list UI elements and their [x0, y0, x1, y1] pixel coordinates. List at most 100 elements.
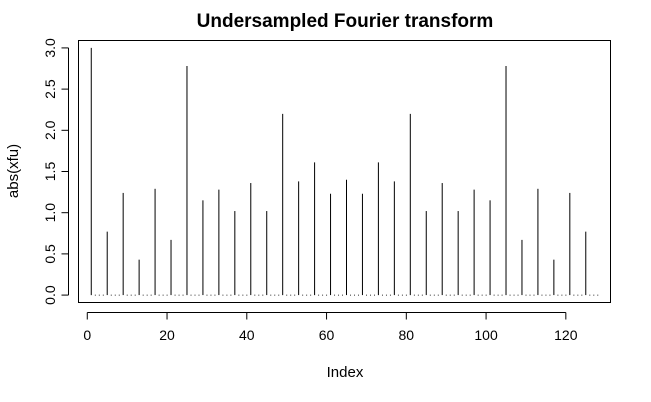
- baseline-dot-39: [242, 294, 244, 296]
- baseline-dot-22: [174, 294, 176, 296]
- baseline-dot-122: [573, 294, 575, 296]
- chart-title: Undersampled Fourier transform: [197, 11, 494, 32]
- baseline-dot-30: [206, 294, 208, 296]
- baseline-dot-103: [497, 294, 499, 296]
- baseline-dot-107: [513, 294, 515, 296]
- y-tick-label-5: 2.5: [42, 79, 58, 99]
- baseline-dot-3: [98, 294, 100, 296]
- baseline-dot-4: [102, 294, 104, 296]
- baseline-dot-20: [166, 294, 168, 296]
- baseline-dot-126: [589, 294, 591, 296]
- baseline-dot-64: [342, 294, 344, 296]
- baseline-dot-52: [294, 294, 296, 296]
- baseline-dot-43: [258, 294, 260, 296]
- baseline-dot-99: [481, 294, 483, 296]
- baseline-dot-86: [429, 294, 431, 296]
- baseline-dot-2: [94, 294, 96, 296]
- y-tick-label-6: 3.0: [42, 38, 58, 58]
- baseline-dot-23: [178, 294, 180, 296]
- y-tick-label-1: 0.5: [42, 244, 58, 264]
- baseline-dot-56: [310, 294, 312, 296]
- baseline-dot-83: [417, 294, 419, 296]
- zero-baseline-dots: [94, 294, 599, 296]
- baseline-dot-40: [246, 294, 248, 296]
- x-tick-label-0: 0: [83, 327, 91, 343]
- baseline-dot-118: [557, 294, 559, 296]
- baseline-dot-84: [421, 294, 423, 296]
- baseline-dot-90: [445, 294, 447, 296]
- baseline-dot-110: [525, 294, 527, 296]
- y-tick-label-0: 0.0: [42, 285, 58, 305]
- baseline-dot-18: [158, 294, 160, 296]
- baseline-dot-14: [142, 294, 144, 296]
- baseline-dot-68: [358, 294, 359, 296]
- baseline-dot-70: [366, 294, 367, 296]
- baseline-dot-78: [397, 294, 399, 296]
- plot-frame: [78, 40, 611, 303]
- baseline-dot-128: [597, 294, 599, 296]
- baseline-dot-36: [230, 294, 232, 296]
- baseline-dot-67: [354, 294, 355, 296]
- baseline-dot-112: [533, 294, 535, 296]
- baseline-dot-7: [114, 294, 116, 296]
- baseline-dot-32: [214, 294, 216, 296]
- baseline-dot-44: [262, 294, 264, 296]
- baseline-dot-72: [374, 294, 375, 296]
- baseline-dot-71: [370, 294, 371, 296]
- baseline-dot-108: [517, 294, 519, 296]
- baseline-dot-15: [146, 294, 148, 296]
- baseline-dot-96: [469, 294, 471, 296]
- baseline-dot-91: [449, 294, 451, 296]
- baseline-dot-114: [541, 294, 543, 296]
- x-tick-label-60: 60: [319, 327, 335, 343]
- baseline-dot-6: [110, 294, 112, 296]
- spike-series: [90, 47, 587, 296]
- x-tick-label-120: 120: [554, 327, 578, 343]
- baseline-dot-11: [130, 294, 132, 296]
- baseline-dot-102: [493, 294, 495, 296]
- baseline-dot-50: [286, 294, 288, 296]
- baseline-dot-31: [210, 294, 212, 296]
- baseline-dot-47: [274, 294, 276, 296]
- y-tick-label-3: 1.5: [42, 162, 58, 182]
- baseline-dot-92: [453, 294, 455, 296]
- baseline-dot-28: [198, 294, 200, 296]
- baseline-dot-19: [162, 294, 164, 296]
- baseline-dot-115: [545, 294, 547, 296]
- baseline-dot-27: [194, 294, 196, 296]
- baseline-dot-62: [334, 294, 336, 296]
- baseline-dot-55: [306, 294, 308, 296]
- baseline-dot-120: [565, 294, 567, 296]
- baseline-dot-51: [290, 294, 292, 296]
- baseline-dot-35: [226, 294, 228, 296]
- x-axis-label: Index: [327, 364, 364, 381]
- y-tick-label-4: 2.0: [42, 120, 58, 140]
- baseline-dot-46: [270, 294, 272, 296]
- baseline-dot-63: [338, 294, 340, 296]
- baseline-dot-127: [593, 294, 595, 296]
- baseline-dot-42: [254, 294, 256, 296]
- baseline-dot-58: [318, 294, 320, 296]
- baseline-dot-82: [413, 294, 415, 296]
- y-axis-label: abs(xfu): [5, 144, 22, 198]
- x-tick-label-40: 40: [239, 327, 255, 343]
- baseline-dot-116: [549, 294, 551, 296]
- baseline-dot-79: [401, 294, 403, 296]
- baseline-dot-104: [501, 294, 503, 296]
- baseline-dot-34: [222, 294, 224, 296]
- baseline-dot-59: [322, 294, 324, 296]
- baseline-dot-60: [326, 294, 328, 296]
- baseline-dot-26: [190, 294, 192, 296]
- x-axis: 0 20 40 60 80 100 120: [83, 312, 578, 343]
- baseline-dot-48: [278, 294, 280, 296]
- baseline-dot-123: [577, 294, 579, 296]
- baseline-dot-111: [529, 294, 531, 296]
- baseline-dot-94: [461, 294, 463, 296]
- baseline-dot-87: [433, 294, 435, 296]
- baseline-dot-8: [118, 294, 120, 296]
- baseline-dot-76: [389, 294, 391, 296]
- baseline-dot-100: [485, 294, 487, 296]
- baseline-dot-75: [385, 294, 387, 296]
- baseline-dot-10: [126, 294, 128, 296]
